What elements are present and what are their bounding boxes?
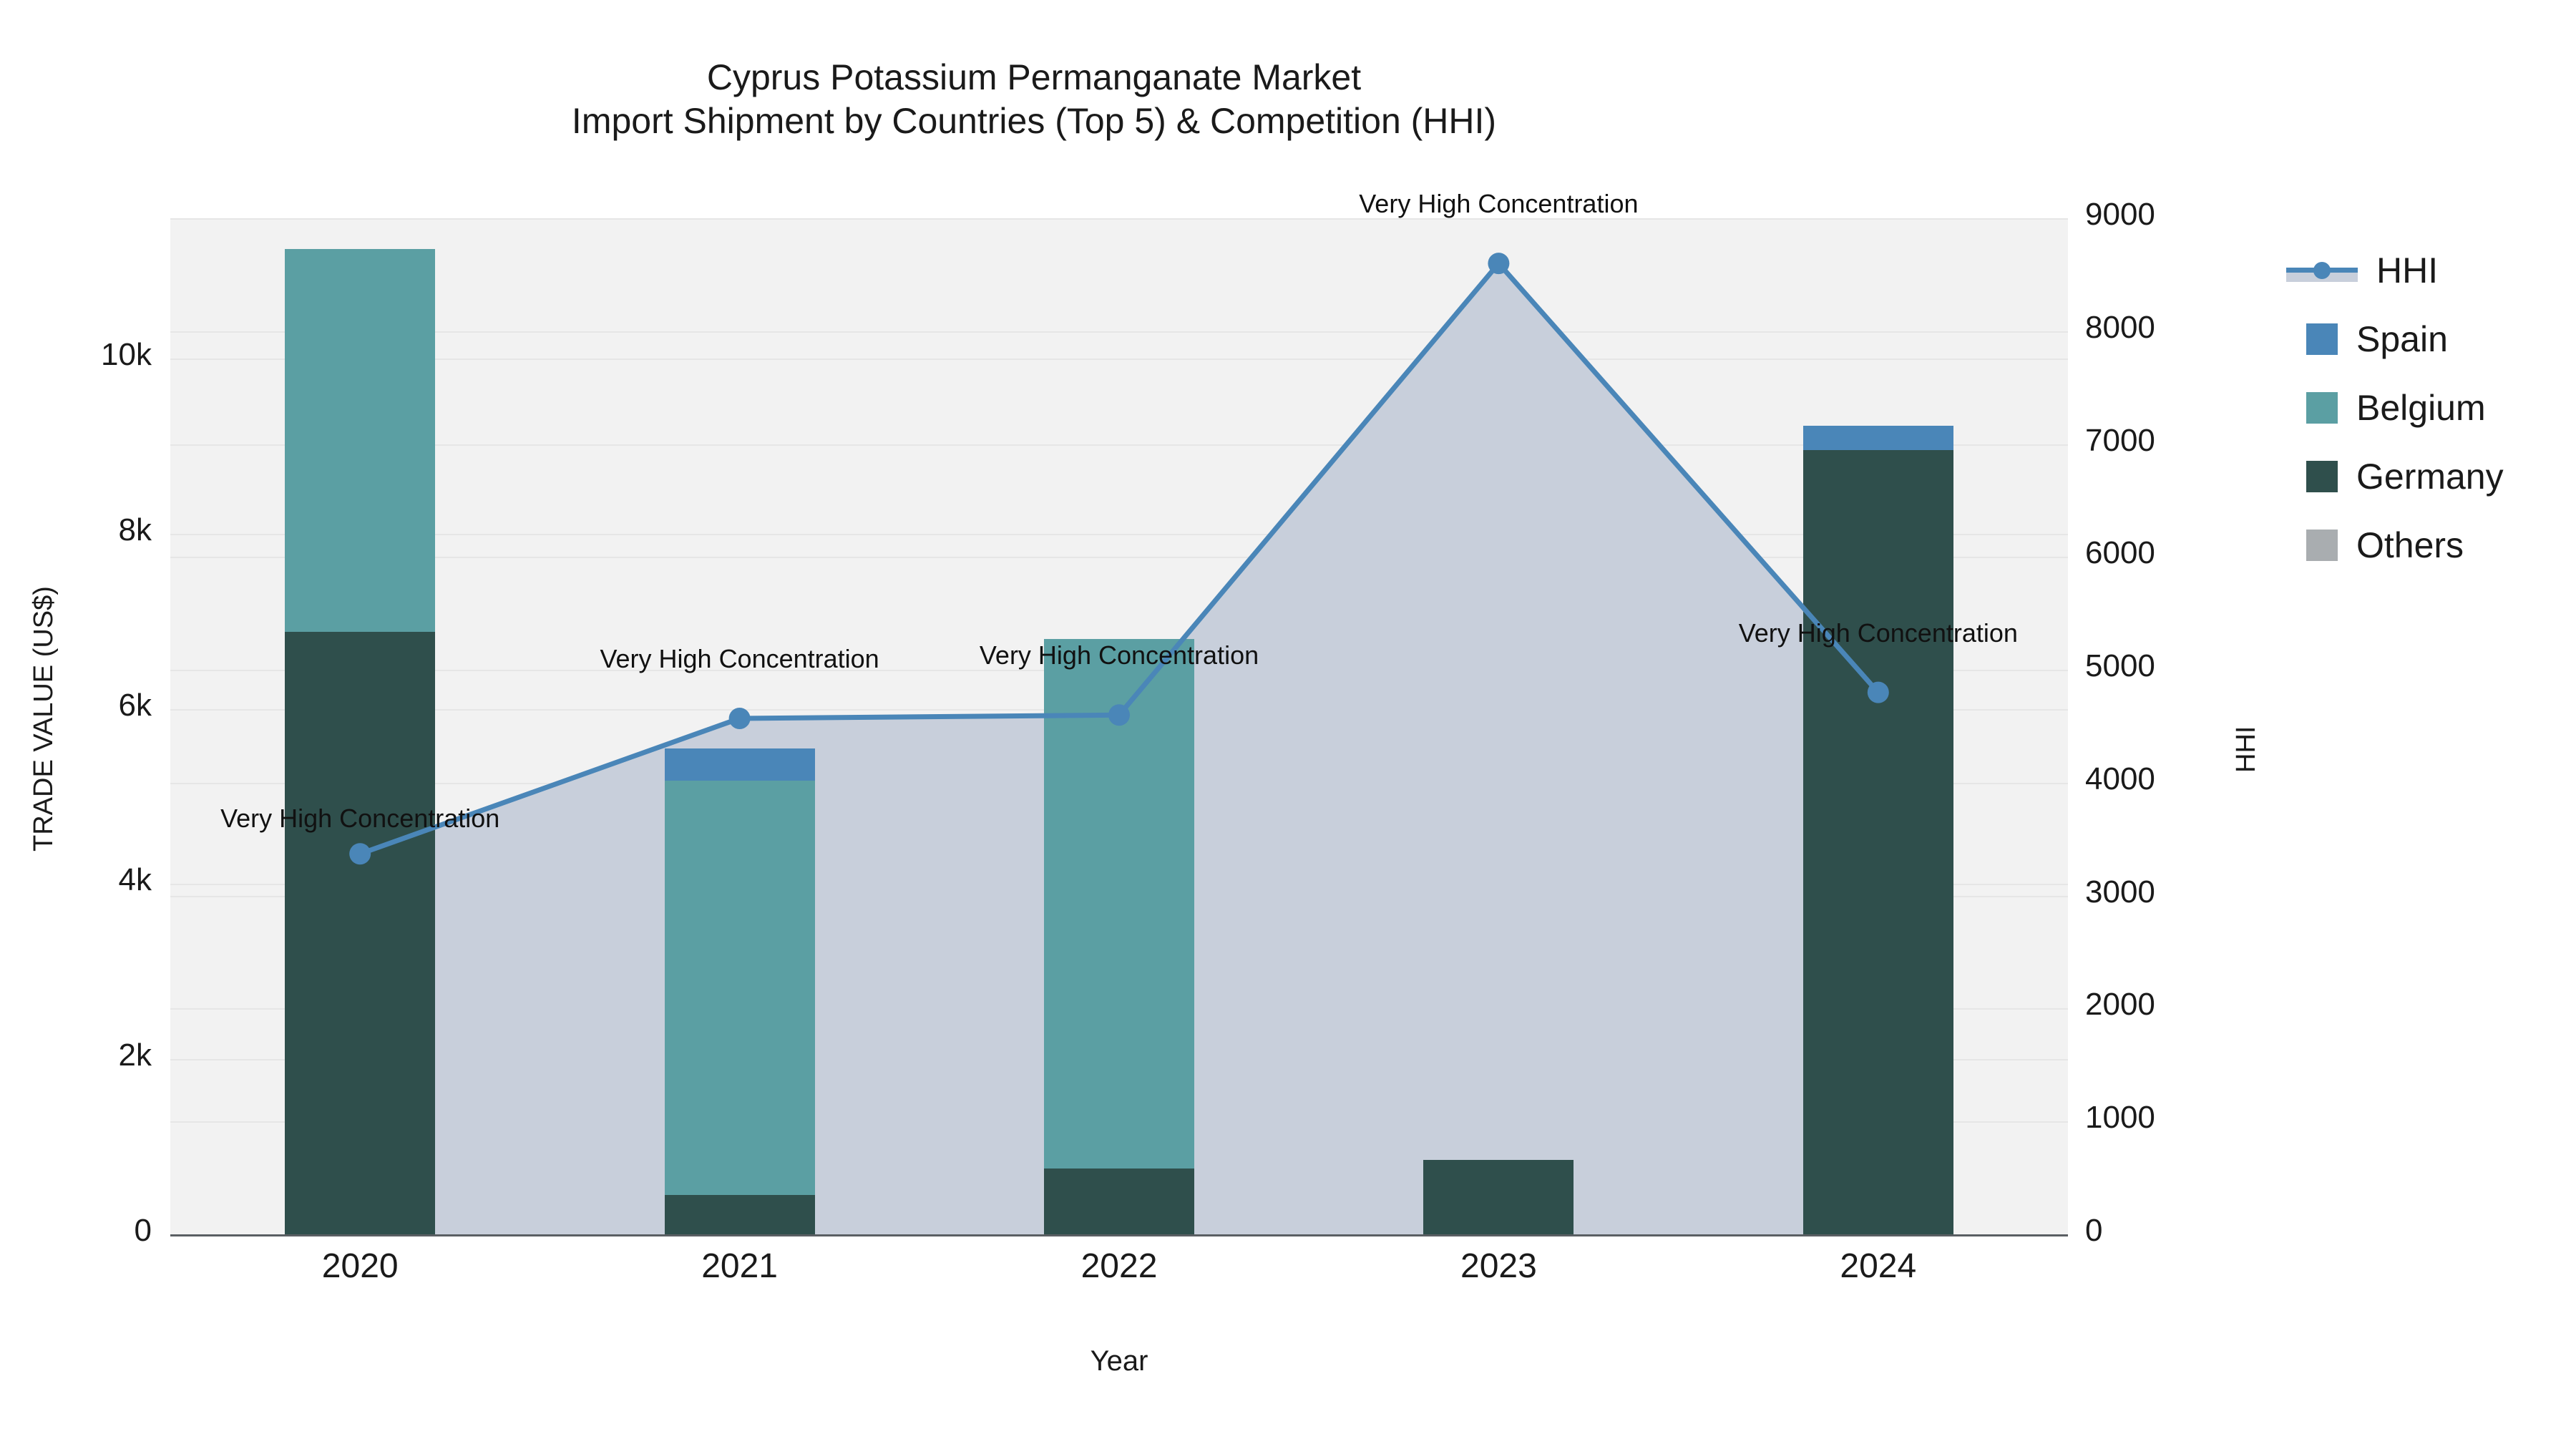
y-axis-right-tick-5000: 5000 [2085, 648, 2155, 684]
x-axis-tick-2021: 2021 [701, 1247, 778, 1285]
legend-line-icon [2286, 255, 2358, 286]
legend: HHI Spain Belgium Germany Others [2286, 236, 2572, 580]
legend-item-spain[interactable]: Spain [2286, 305, 2572, 374]
y-axis-right-tick-0: 0 [2085, 1213, 2103, 1248]
x-axis-tick-2023: 2023 [1460, 1247, 1537, 1285]
bar-segment-germany-2024 [1802, 450, 1953, 1234]
legend-swatch-germany-icon [2306, 461, 2338, 492]
hhi-marker-2022 [1108, 704, 1130, 726]
legend-item-belgium[interactable]: Belgium [2286, 374, 2572, 442]
gridline [170, 444, 2068, 446]
legend-swatch-others-icon [2306, 530, 2338, 561]
hhi-line [359, 260, 1880, 857]
plot-area [170, 218, 2068, 1234]
bar-segment-germany-2021 [664, 1194, 815, 1234]
y-axis-right-tick-3000: 3000 [2085, 874, 2155, 909]
legend-swatch-spain-icon [2306, 323, 2338, 355]
bar-segment-belgium-2020 [285, 248, 436, 632]
y-axis-right-tick-8000: 8000 [2085, 309, 2155, 345]
y-axis-right-tick-6000: 6000 [2085, 535, 2155, 571]
legend-label-hhi: HHI [2376, 250, 2439, 291]
y-axis-left-tick-2k: 2k [118, 1038, 152, 1073]
y-axis-right-title: HHI [2231, 726, 2261, 773]
gridline [170, 331, 2068, 333]
x-axis-tick-2020: 2020 [321, 1247, 399, 1285]
legend-line-marker-icon [2313, 262, 2331, 279]
hhi-marker-2021 [728, 707, 751, 729]
y-axis-left-tick-0: 0 [134, 1213, 152, 1248]
y-axis-right-tick-7000: 7000 [2085, 422, 2155, 458]
gridline [170, 358, 2068, 360]
page-title: Cyprus Potassium Permanganate Market Imp… [571, 57, 1497, 141]
gridline [170, 218, 2068, 220]
bar-segment-germany-2022 [1044, 1169, 1194, 1234]
legend-item-hhi[interactable]: HHI [2286, 236, 2572, 305]
y-axis-left-tick-4k: 4k [118, 862, 152, 898]
y-axis-left-tick-6k: 6k [118, 687, 152, 723]
legend-item-others[interactable]: Others [2286, 511, 2572, 580]
legend-swatch-belgium-icon [2306, 392, 2338, 424]
bar-segment-belgium-2022 [1044, 638, 1194, 1169]
y-axis-left-title: TRADE VALUE (US$) [29, 586, 59, 852]
bar-segment-belgium-2021 [664, 780, 815, 1195]
legend-label-belgium: Belgium [2356, 388, 2486, 428]
hhi-marker-2024 [1867, 681, 1889, 703]
hhi-line-layer [349, 253, 1889, 865]
x-axis-tick-2024: 2024 [1840, 1247, 1917, 1285]
annotation-2021: Very High Concentration [600, 643, 879, 673]
legend-label-spain: Spain [2356, 319, 2448, 359]
y-axis-right-tick-2000: 2000 [2085, 987, 2155, 1023]
gridline [170, 557, 2068, 559]
y-axis-right-tick-4000: 4000 [2085, 761, 2155, 796]
legend-label-germany: Germany [2356, 457, 2504, 497]
annotation-2022: Very High Concentration [979, 640, 1259, 670]
y-axis-right-tick-1000: 1000 [2085, 1100, 2155, 1136]
y-axis-right-tick-9000: 9000 [2085, 197, 2155, 232]
bar-segment-spain-2021 [664, 748, 815, 781]
plot-inner [170, 218, 2068, 1234]
hhi-marker-2023 [1488, 253, 1510, 275]
annotation-2020: Very High Concentration [220, 804, 500, 834]
bar-segment-germany-2023 [1423, 1159, 1574, 1234]
y-axis-left-tick-10k: 10k [101, 336, 152, 372]
legend-label-others: Others [2356, 525, 2464, 565]
hhi-marker-2020 [349, 843, 371, 865]
x-axis-tick-2022: 2022 [1080, 1247, 1158, 1285]
bar-segment-spain-2024 [1802, 426, 1953, 451]
annotation-2023: Very High Concentration [1359, 189, 1639, 219]
x-axis-title: Year [1090, 1345, 1148, 1377]
gridline [170, 533, 2068, 535]
annotation-2024: Very High Concentration [1738, 618, 2018, 648]
y-axis-left-tick-8k: 8k [118, 512, 152, 547]
bar-segment-germany-2020 [285, 631, 436, 1234]
x-axis-line [170, 1234, 2068, 1236]
legend-item-germany[interactable]: Germany [2286, 442, 2572, 511]
